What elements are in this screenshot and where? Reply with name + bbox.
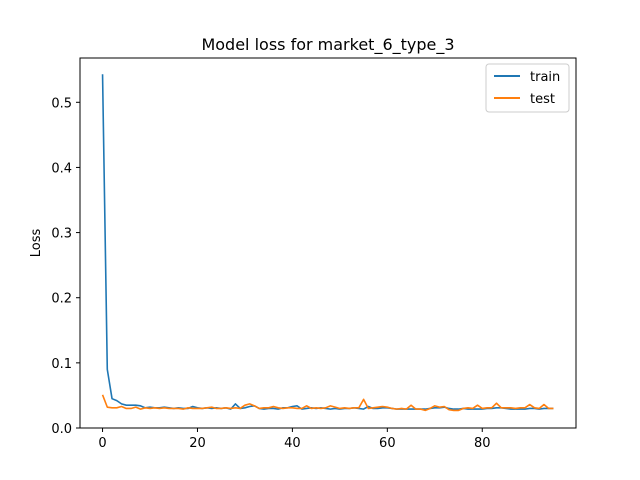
y-tick-label: 0.1 — [51, 357, 72, 372]
x-tick-label: 80 — [474, 436, 491, 451]
legend-label-test: test — [530, 92, 555, 107]
y-tick-label: 0.5 — [51, 96, 72, 111]
x-tick-label: 40 — [284, 436, 301, 451]
x-axis: 0 20 40 60 80 — [98, 428, 491, 451]
y-tick-label: 0.3 — [51, 227, 72, 242]
legend-label-train: train — [530, 70, 560, 85]
plot-lines — [101, 74, 554, 412]
chart-title: Model loss for market_6_type_3 — [201, 35, 454, 55]
x-tick-label: 20 — [189, 436, 206, 451]
y-tick-label: 0.2 — [51, 292, 72, 307]
legend: train test — [485, 63, 570, 113]
plot-frame — [79, 57, 577, 429]
y-tick-label: 0.0 — [51, 422, 72, 437]
series-line-train — [101, 74, 554, 410]
x-tick-label: 60 — [379, 436, 396, 451]
y-axis-label: Loss — [29, 229, 44, 258]
series-line-test — [101, 394, 554, 412]
x-tick-label: 0 — [98, 436, 106, 451]
y-tick-label: 0.4 — [51, 161, 72, 176]
y-axis: 0.0 0.1 0.2 0.3 0.4 0.5 — [51, 96, 80, 437]
